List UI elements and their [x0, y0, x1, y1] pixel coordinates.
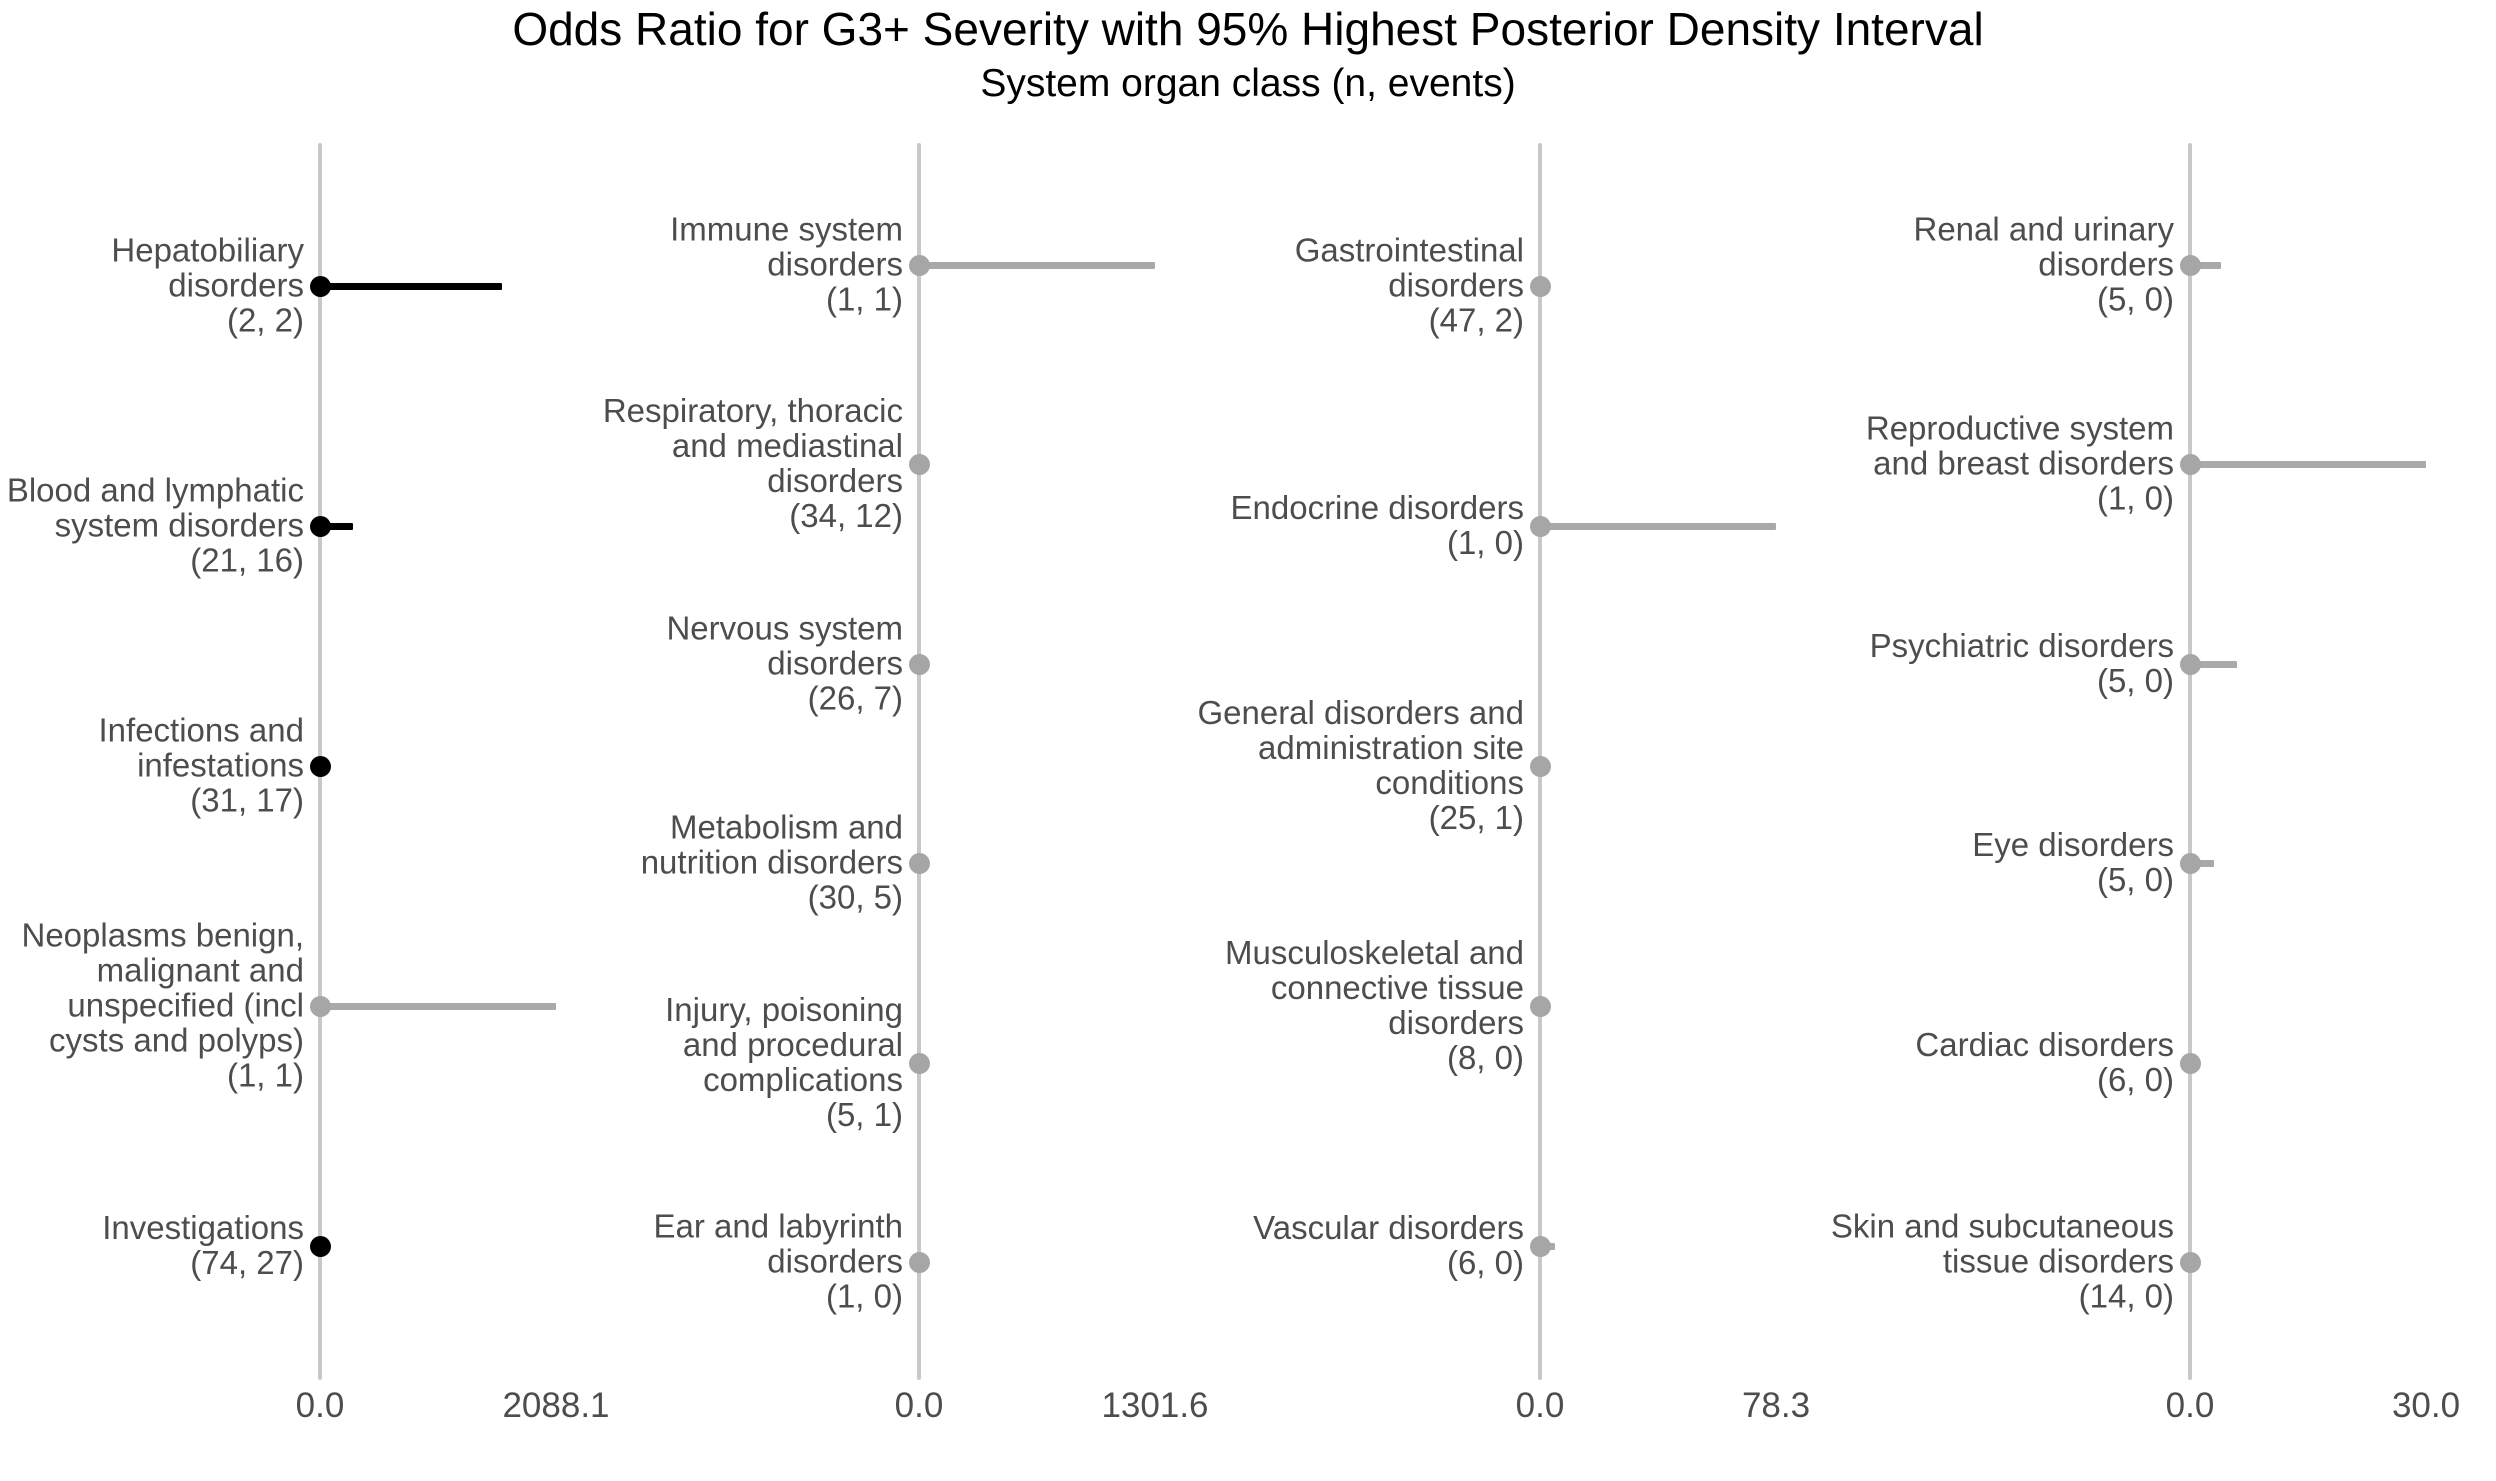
x-tick-zero: 0.0 — [295, 1386, 345, 1425]
odds-ratio-point — [908, 653, 930, 675]
category-label: Blood and lymphatic system disorders (21, … — [6, 471, 304, 579]
odds-ratio-point — [1529, 755, 1551, 777]
category-label: Eye disorders (5, 0) — [1972, 826, 2174, 898]
category-label: Reproductive system and breast disorders(… — [1865, 409, 2174, 517]
category-label: Musculoskeletal and connective tissue diso… — [1225, 934, 1524, 1076]
odds-ratio-point — [1529, 995, 1551, 1017]
category-label: Investigations (74, 27) — [102, 1209, 304, 1281]
x-tick-zero: 0.0 — [894, 1386, 944, 1425]
category-label: Renal and urinary disorders (5, 0) — [1913, 210, 2175, 318]
odds-ratio-point — [2179, 852, 2201, 874]
odds-ratio-point — [2179, 653, 2201, 675]
hpd-interval-bar — [2190, 261, 2221, 269]
category-label: Psychiatric disorders (5, 0) — [1869, 627, 2174, 699]
odds-ratio-point — [309, 755, 331, 777]
category-label: Injury, poisoning and procedural complicat… — [665, 991, 903, 1133]
x-tick-max: 30.0 — [2391, 1386, 2461, 1425]
hpd-interval-bar — [320, 1002, 556, 1010]
hpd-interval-bar — [2190, 859, 2214, 867]
odds-ratio-point — [908, 254, 930, 276]
category-label: Ear and labyrinth disorders (1, 0) — [653, 1207, 903, 1315]
odds-ratio-point — [908, 453, 930, 475]
chart-title: Odds Ratio for G3+ Severity with 95% Hig… — [512, 3, 1984, 55]
hpd-interval-bar — [1540, 522, 1776, 530]
category-label: Skin and subcutaneous tissue disorders (14… — [1830, 1207, 2174, 1315]
category-label: Metabolism and nutrition disorders (30, 5) — [640, 808, 903, 916]
odds-ratio-point — [2179, 453, 2201, 475]
odds-ratio-point — [908, 852, 930, 874]
hpd-interval-bar — [2190, 660, 2237, 668]
x-tick-max: 78.3 — [1741, 1386, 1811, 1425]
hpd-interval-bar — [919, 261, 1155, 269]
odds-ratio-point — [309, 515, 331, 537]
category-label: Vascular disorders (6, 0) — [1253, 1209, 1524, 1281]
odds-ratio-point — [309, 995, 331, 1017]
category-label: Gastrointestinal disorders (47, 2) — [1294, 231, 1524, 339]
odds-ratio-point — [309, 275, 331, 297]
odds-ratio-point — [2179, 254, 2201, 276]
category-label: Hepatobiliary disorders (2, 2) — [111, 231, 304, 339]
category-label: Neoplasms benign, malignant and unspecifie… — [21, 916, 305, 1094]
hpd-interval-bar — [2190, 460, 2426, 468]
zero-axis-line — [2188, 143, 2192, 1380]
chart-subtitle: System organ class (n, events) — [980, 62, 1516, 105]
category-label: General disorders and administration site… — [1197, 694, 1524, 836]
odds-ratio-point — [2179, 1251, 2201, 1273]
category-label: Respiratory, thoracic and mediastinal diso… — [602, 392, 903, 534]
zero-axis-line — [917, 143, 921, 1380]
x-tick-max: 1301.6 — [1101, 1386, 1209, 1425]
odds-ratio-point — [1529, 1235, 1551, 1257]
hpd-interval-bar — [320, 282, 502, 290]
odds-ratio-point — [1529, 275, 1551, 297]
category-label: Nervous system disorders (26, 7) — [666, 609, 903, 717]
x-tick-zero: 0.0 — [2165, 1386, 2215, 1425]
category-label: Endocrine disorders (1, 0) — [1230, 489, 1525, 561]
category-label: Cardiac disorders (6, 0) — [1915, 1026, 2174, 1098]
odds-ratio-point — [908, 1052, 930, 1074]
odds-ratio-point — [908, 1251, 930, 1273]
hpd-interval-bar — [320, 522, 353, 530]
x-tick-max: 2088.1 — [502, 1386, 610, 1425]
odds-ratio-point — [309, 1235, 331, 1257]
odds-ratio-point — [2179, 1052, 2201, 1074]
x-tick-zero: 0.0 — [1515, 1386, 1565, 1425]
odds-ratio-point — [1529, 515, 1551, 537]
category-label: Infections and infestations (31, 17) — [98, 711, 304, 819]
category-label: Immune system disorders (1, 1) — [670, 210, 903, 318]
